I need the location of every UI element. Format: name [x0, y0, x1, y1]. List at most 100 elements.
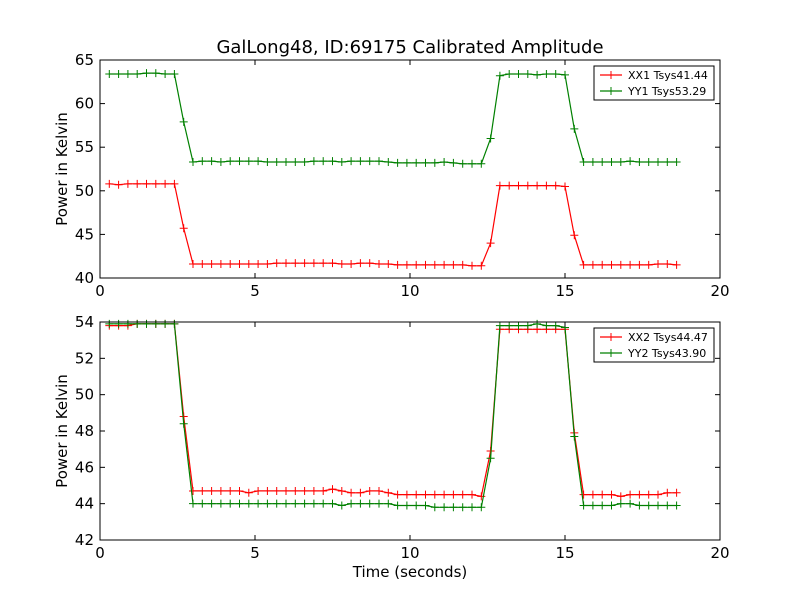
- data-point: [430, 158, 439, 167]
- data-point: [207, 499, 216, 508]
- data-point: [337, 260, 346, 269]
- series-1-2: [105, 69, 681, 168]
- data-point: [616, 492, 625, 501]
- data-point: [402, 501, 411, 510]
- data-point: [161, 69, 170, 78]
- data-point: [337, 486, 346, 495]
- data-point: [663, 158, 672, 167]
- data-point: [254, 157, 263, 166]
- data-point: [291, 486, 300, 495]
- data-point: [282, 486, 290, 495]
- x-tick-label: 5: [250, 282, 260, 300]
- data-point: [551, 69, 560, 78]
- data-point: [635, 158, 644, 167]
- y-axis-label: Power in Kelvin: [53, 374, 71, 488]
- data-point: [570, 124, 579, 133]
- data-point: [105, 319, 114, 328]
- data-point: [570, 231, 579, 240]
- data-point: [514, 69, 523, 78]
- legend-marker: [607, 349, 615, 357]
- data-point: [300, 158, 309, 167]
- data-point: [244, 499, 253, 508]
- data-point: [114, 69, 123, 78]
- data-point: [412, 260, 421, 269]
- data-point: [393, 490, 402, 499]
- data-point: [272, 259, 281, 268]
- data-point: [486, 239, 495, 248]
- data-point: [449, 260, 458, 269]
- data-point: [654, 501, 662, 510]
- data-point: [402, 490, 411, 499]
- data-point: [375, 157, 383, 166]
- x-tick-label: 5: [250, 544, 260, 562]
- data-point: [216, 499, 225, 508]
- data-point: [244, 260, 253, 269]
- legend-label: XX1 Tsys41.44: [628, 69, 708, 82]
- data-point: [598, 490, 607, 499]
- data-point: [291, 259, 300, 268]
- data-point: [607, 501, 616, 510]
- data-point: [393, 158, 402, 167]
- top-subplot: 0 5 10 15 20 40 45 50 55 60 65 Power in Kelvin XX1 T…: [53, 51, 730, 300]
- data-point: [523, 321, 532, 330]
- data-point: [421, 501, 430, 510]
- data-point: [356, 157, 365, 166]
- data-point: [533, 181, 542, 190]
- data-point: [412, 158, 421, 167]
- data-point: [300, 499, 309, 508]
- data-point: [133, 319, 142, 328]
- data-point: [616, 499, 625, 508]
- data-point: [142, 319, 151, 328]
- x-axis-label: Time (seconds): [352, 563, 468, 581]
- data-point: [542, 321, 551, 330]
- data-point: [365, 499, 374, 508]
- data-point: [449, 158, 458, 167]
- data-point: [198, 260, 207, 269]
- data-point: [654, 158, 662, 167]
- data-point: [356, 259, 365, 268]
- data-point: [114, 319, 123, 328]
- x-tick-label: 20: [710, 282, 729, 300]
- data-point: [440, 490, 449, 499]
- data-point: [477, 503, 486, 512]
- data-point: [309, 499, 318, 508]
- data-point: [672, 260, 681, 269]
- data-point: [356, 488, 365, 497]
- data-point: [588, 501, 597, 510]
- x-tick-label: 0: [95, 282, 105, 300]
- data-point: [291, 499, 300, 508]
- data-point: [635, 490, 644, 499]
- bottom-subplot: 0 5 10 15 20 42 44 46 48 50 52 54 Power in Kelvin XX2…: [53, 313, 730, 562]
- data-point: [514, 181, 523, 190]
- data-point: [533, 70, 542, 79]
- data-point: [542, 69, 551, 78]
- data-point: [319, 486, 328, 495]
- y-tick-label: 55: [75, 138, 94, 156]
- data-point: [309, 259, 318, 268]
- legend: XX1 Tsys41.44 YY1 Tsys53.29: [593, 65, 715, 101]
- data-point: [626, 490, 635, 499]
- data-point: [440, 260, 449, 269]
- data-point: [244, 157, 253, 166]
- y-tick-label: 40: [75, 269, 94, 287]
- data-point: [365, 157, 374, 166]
- legend-marker: [607, 87, 615, 95]
- data-point: [254, 260, 263, 269]
- data-point: [319, 157, 328, 166]
- data-point: [235, 486, 244, 495]
- data-point: [607, 158, 616, 167]
- data-point: [337, 158, 346, 167]
- data-point: [663, 501, 672, 510]
- data-point: [533, 319, 542, 328]
- data-point: [179, 117, 188, 126]
- data-point: [235, 499, 244, 508]
- data-point: [347, 488, 356, 497]
- data-point: [328, 485, 337, 494]
- data-point: [468, 159, 476, 168]
- data-point: [244, 488, 253, 497]
- data-point: [598, 501, 607, 510]
- series-line: [109, 183, 677, 267]
- data-point: [282, 158, 290, 167]
- data-point: [514, 321, 523, 330]
- x-tick-label: 20: [710, 544, 729, 562]
